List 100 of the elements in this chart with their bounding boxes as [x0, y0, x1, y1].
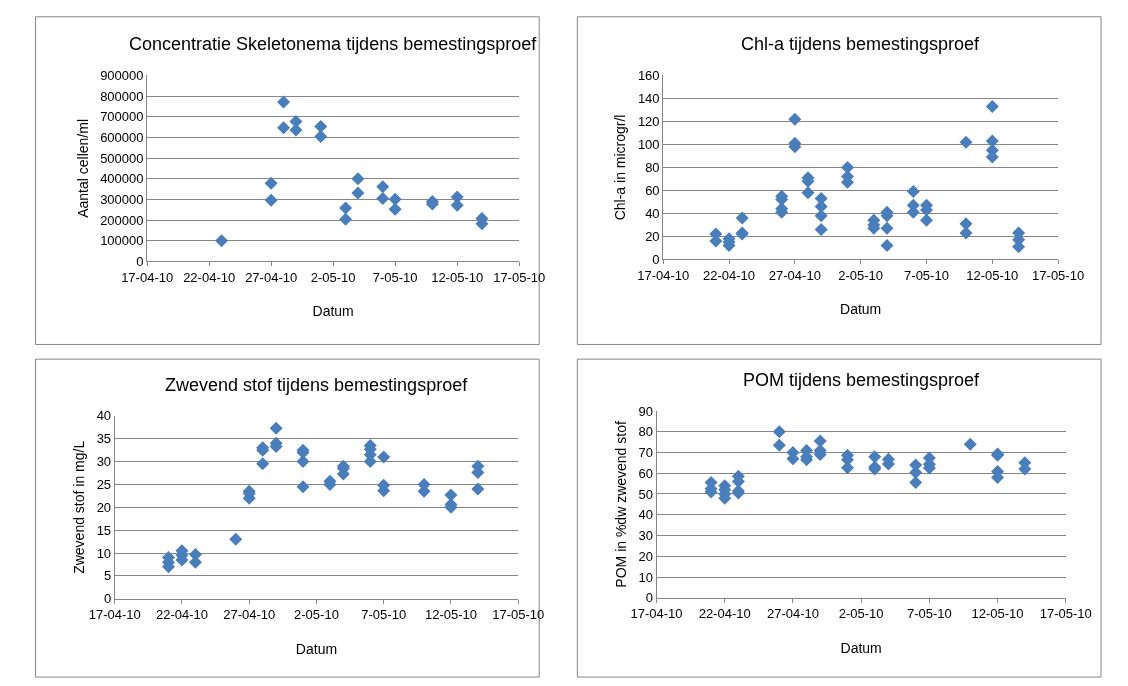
y-tick-label: 160	[637, 68, 660, 84]
x-tick-label: 27-04-10	[766, 606, 819, 622]
point	[351, 186, 365, 200]
x-tick-label: 17-04-10	[121, 269, 174, 285]
point	[388, 192, 402, 206]
point	[959, 135, 973, 149]
point	[277, 121, 291, 135]
point	[868, 450, 882, 464]
y-tick-label: 0	[136, 253, 144, 269]
point	[772, 425, 786, 439]
x-tick-label: 17-05-10	[1032, 267, 1085, 283]
x-tick-label: 12-05-10	[966, 267, 1019, 283]
x-tick-label: 12-05-10	[431, 269, 484, 285]
y-tick-label: 15	[96, 522, 112, 538]
point	[959, 226, 973, 240]
point	[296, 455, 310, 469]
point	[256, 457, 270, 471]
point	[314, 130, 328, 144]
y-tick-label: 90	[638, 403, 653, 419]
x-tick-label: 17-05-10	[1039, 606, 1092, 622]
x-tick-label: 27-04-10	[223, 607, 276, 623]
point	[296, 480, 310, 494]
x-tick-label: 27-04-10	[245, 269, 298, 285]
x-tick-label: 2-05-10	[838, 267, 884, 283]
point	[880, 239, 894, 253]
point	[376, 180, 390, 194]
point	[471, 482, 485, 496]
x-tick-label: 22-04-10	[703, 267, 756, 283]
y-tick-label: 50	[638, 486, 653, 502]
y-tick-label: 30	[638, 528, 653, 544]
x-tick-label: 7-05-10	[904, 267, 949, 283]
y-tick-label: 80	[645, 159, 660, 175]
point	[215, 234, 229, 248]
y-tick-label: 80	[638, 424, 653, 440]
point	[289, 123, 303, 137]
y-tick-label: 400000	[100, 171, 144, 187]
x-tick-label: 22-04-10	[698, 606, 751, 622]
point	[909, 475, 923, 489]
y-tick-label: 700000	[100, 109, 144, 125]
y-tick-label: 20	[96, 499, 112, 515]
x-tick-label: 12-05-10	[971, 606, 1024, 622]
chart-title: POM tijdens bemestingsproef	[743, 370, 981, 390]
x-tick-label: 7-05-10	[361, 607, 407, 623]
point	[801, 186, 815, 200]
x-tick-label: 17-05-10	[493, 269, 546, 285]
point	[376, 192, 390, 206]
point	[229, 532, 243, 546]
y-tick-label: 100000	[100, 233, 144, 249]
point	[963, 437, 977, 451]
point	[813, 434, 827, 448]
y-tick-label: 120	[637, 113, 660, 129]
y-axis-title: Zwevend stof in mg/L	[71, 440, 88, 574]
y-tick-label: 40	[96, 408, 112, 424]
point	[909, 466, 923, 480]
point	[880, 221, 894, 235]
point	[277, 95, 291, 109]
point	[269, 421, 283, 435]
y-tick-label: 20	[645, 228, 660, 244]
point	[351, 172, 365, 186]
chart-title: Concentratie Skeletonema tijdens bemestingsproef	[129, 34, 538, 54]
x-tick-label: 27-04-10	[768, 267, 821, 283]
point	[814, 222, 828, 236]
y-tick-label: 100	[637, 136, 660, 152]
point	[388, 202, 402, 216]
y-axis-title: Aantal cellen/ml	[74, 118, 91, 218]
x-tick-label: 7-05-10	[906, 606, 952, 622]
y-tick-label: 0	[645, 590, 653, 606]
y-tick-label: 500000	[100, 150, 144, 166]
x-tick-label: 2-05-10	[838, 606, 884, 622]
y-tick-label: 35	[96, 431, 112, 447]
x-tick-label: 17-04-10	[88, 607, 141, 623]
point	[735, 211, 749, 225]
y-tick-label: 20	[638, 548, 653, 564]
y-tick-label: 800000	[100, 88, 144, 104]
y-tick-label: 25	[96, 477, 112, 492]
x-tick-label: 7-05-10	[372, 269, 418, 285]
y-tick-label: 200000	[100, 212, 144, 228]
point	[841, 160, 854, 174]
point	[814, 209, 828, 223]
point	[906, 185, 920, 199]
point	[339, 201, 353, 215]
y-tick-label: 140	[637, 91, 660, 107]
y-tick-label: 10	[96, 545, 112, 561]
x-tick-label: 17-04-10	[637, 267, 690, 283]
y-tick-label: 10	[638, 569, 653, 585]
y-tick-label: 900000	[100, 68, 144, 84]
chart-title: Zwevend stof tijdens bemestingsproef	[165, 375, 469, 395]
y-tick-label: 5	[103, 568, 112, 584]
y-tick-label: 0	[652, 251, 660, 267]
y-tick-label: 60	[638, 465, 653, 481]
point	[772, 438, 786, 452]
x-tick-label: 17-04-10	[630, 606, 683, 622]
y-tick-label: 600000	[100, 129, 144, 145]
point	[339, 212, 353, 226]
point	[264, 193, 278, 207]
point	[919, 213, 933, 227]
x-tick-label: 22-04-10	[155, 607, 208, 623]
x-tick-label: 2-05-10	[310, 269, 356, 285]
point	[444, 488, 458, 502]
x-axis-title: Datum	[840, 639, 882, 656]
